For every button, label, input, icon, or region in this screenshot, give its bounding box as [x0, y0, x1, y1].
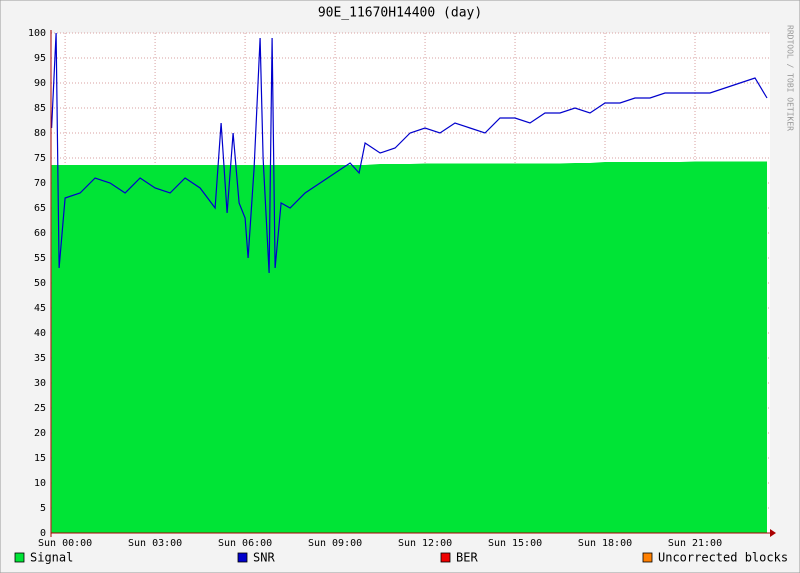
y-tick-label: 90	[34, 78, 46, 89]
legend-label: SNR	[253, 551, 275, 565]
y-tick-label: 30	[34, 378, 46, 389]
y-tick-label: 40	[34, 328, 46, 339]
y-tick-label: 70	[34, 178, 46, 189]
y-tick-label: 55	[34, 253, 46, 264]
y-tick-label: 35	[34, 353, 46, 364]
y-tick-label: 75	[34, 153, 46, 164]
y-tick-label: 5	[40, 503, 46, 514]
x-tick-label: Sun 03:00	[128, 538, 182, 549]
x-tick-label: Sun 09:00	[308, 538, 362, 549]
y-tick-label: 20	[34, 428, 46, 439]
y-tick-label: 65	[34, 203, 46, 214]
legend-label: BER	[456, 551, 478, 565]
y-tick-label: 60	[34, 228, 46, 239]
x-tick-label: Sun 06:00	[218, 538, 272, 549]
y-tick-label: 80	[34, 128, 46, 139]
legend-swatch	[642, 552, 653, 563]
x-tick-label: Sun 12:00	[398, 538, 452, 549]
chart-title: 90E_11670H14400 (day)	[318, 6, 482, 21]
legend-swatch	[440, 552, 451, 563]
y-tick-label: 15	[34, 453, 46, 464]
axes	[50, 30, 776, 537]
y-tick-label: 10	[34, 478, 46, 489]
series-line	[51, 32, 768, 274]
side-label: RRDTOOL / TOBI OETIKER	[786, 25, 795, 131]
x-tick-label: Sun 21:00	[668, 538, 722, 549]
y-tick-label: 0	[40, 528, 46, 539]
y-tick-label: 50	[34, 278, 46, 289]
marks	[51, 32, 768, 533]
y-tick-label: 45	[34, 303, 46, 314]
y-tick-label: 100	[28, 28, 46, 39]
legend-swatch	[14, 552, 25, 563]
x-tick-label: Sun 00:00	[38, 538, 92, 549]
x-tick-label: Sun 15:00	[488, 538, 542, 549]
x-arrow	[770, 529, 776, 537]
legend-label: Signal	[30, 551, 73, 565]
legend-label: Uncorrected blocks	[658, 551, 788, 565]
signal-area	[51, 161, 768, 533]
legend-swatch	[237, 552, 248, 563]
y-tick-label: 25	[34, 403, 46, 414]
labels: 0 5 10 15 20 25 30 35 40 45 50 55 60 65 70 75 80 85 90 95 10…	[14, 28, 788, 565]
y-tick-label: 95	[34, 53, 46, 64]
y-tick-label: 85	[34, 103, 46, 114]
x-tick-label: Sun 18:00	[578, 538, 632, 549]
